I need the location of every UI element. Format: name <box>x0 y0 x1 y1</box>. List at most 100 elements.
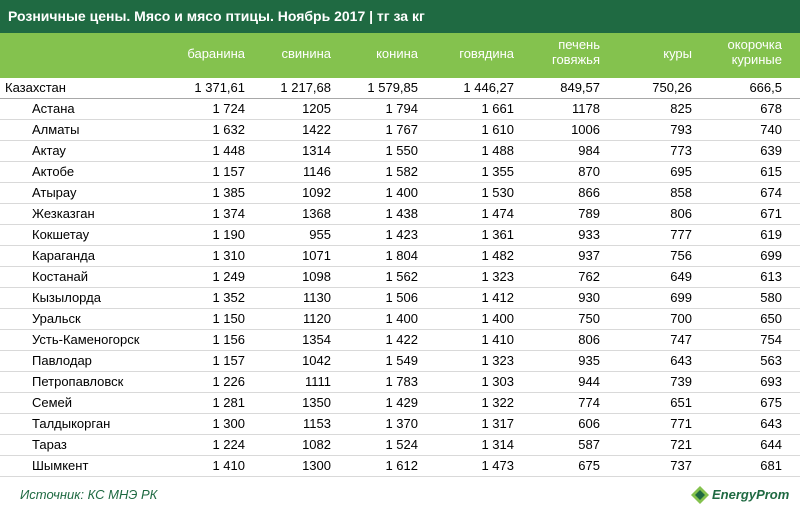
table-row-national: Казахстан 1 371,61 1 217,68 1 579,85 1 446,2… <box>0 78 800 99</box>
table-cell: 1 724 <box>212 101 245 116</box>
table-cell: 1 314 <box>481 437 514 452</box>
table-cell: 849,57 <box>560 80 600 95</box>
table-cell: 1 323 <box>481 269 514 284</box>
table-cell: 955 <box>309 227 331 242</box>
table-cell: 1 550 <box>385 143 418 158</box>
table-cell: 806 <box>578 332 600 347</box>
table-cell: 747 <box>670 332 692 347</box>
table-cell: 739 <box>670 374 692 389</box>
table-cell: 693 <box>760 374 782 389</box>
row-label: Казахстан <box>5 80 66 95</box>
table-cell: 1 157 <box>212 164 245 179</box>
table-row: Уральск 1 150 1120 1 400 1 400 750 700 650 <box>0 309 800 330</box>
table-cell: 1 422 <box>385 332 418 347</box>
table-row: Костанай 1 249 1098 1 562 1 323 762 649 613 <box>0 267 800 288</box>
table-cell: 1 150 <box>212 311 245 326</box>
table-cell: 750,26 <box>652 80 692 95</box>
table-row: Павлодар 1 157 1042 1 549 1 323 935 643 563 <box>0 351 800 372</box>
table-cell: 1 661 <box>481 101 514 116</box>
row-label: Костанай <box>32 269 89 284</box>
table-cell: 1 317 <box>481 416 514 431</box>
table-cell: 1 217,68 <box>280 80 331 95</box>
column-header: конина <box>376 46 418 61</box>
footer: Источник: КС МНЭ РК EnergyProm <box>0 480 800 509</box>
row-label: Актау <box>32 143 66 158</box>
table-cell: 1422 <box>302 122 331 137</box>
table-cell: 1 549 <box>385 353 418 368</box>
table-cell: 750 <box>578 311 600 326</box>
table-cell: 1 157 <box>212 353 245 368</box>
table-cell: 1082 <box>302 437 331 452</box>
table-cell: 1 322 <box>481 395 514 410</box>
row-label: Уральск <box>32 311 81 326</box>
table-cell: 1 410 <box>212 458 245 473</box>
table-cell: 643 <box>670 353 692 368</box>
table-cell: 1 530 <box>481 185 514 200</box>
table-cell: 606 <box>578 416 600 431</box>
table-cell: 1 474 <box>481 206 514 221</box>
source-note: Источник: КС МНЭ РК <box>20 487 158 502</box>
column-header: окорочка куриные <box>727 37 782 67</box>
table-cell: 984 <box>578 143 600 158</box>
table-cell: 1 446,27 <box>463 80 514 95</box>
table-cell: 650 <box>760 311 782 326</box>
table-cell: 1 473 <box>481 458 514 473</box>
table-cell: 1 190 <box>212 227 245 242</box>
table-cell: 1300 <box>302 458 331 473</box>
table-cell: 754 <box>760 332 782 347</box>
table-cell: 1 562 <box>385 269 418 284</box>
table-row: Кокшетау 1 190 955 1 423 1 361 933 777 619 <box>0 225 800 246</box>
row-label: Кокшетау <box>32 227 90 242</box>
table-cell: 674 <box>760 185 782 200</box>
table-cell: 740 <box>760 122 782 137</box>
table-cell: 777 <box>670 227 692 242</box>
table-cell: 870 <box>578 164 600 179</box>
table-cell: 1 352 <box>212 290 245 305</box>
table-cell: 773 <box>670 143 692 158</box>
row-label: Петропавловск <box>32 374 124 389</box>
table-cell: 675 <box>578 458 600 473</box>
column-header: баранина <box>187 46 245 61</box>
table-cell: 666,5 <box>749 80 782 95</box>
table-cell: 1006 <box>571 122 600 137</box>
table-cell: 858 <box>670 185 692 200</box>
table-cell: 678 <box>760 101 782 116</box>
table-cell: 675 <box>760 395 782 410</box>
table-row: Кызылорда 1 352 1130 1 506 1 412 930 699 580 <box>0 288 800 309</box>
table-cell: 737 <box>670 458 692 473</box>
table-cell: 671 <box>760 206 782 221</box>
logo-mark-icon <box>691 486 709 504</box>
table-cell: 1 400 <box>385 311 418 326</box>
table-cell: 1 300 <box>212 416 245 431</box>
column-header: говядина <box>459 46 514 61</box>
table-cell: 1 410 <box>481 332 514 347</box>
table-cell: 1120 <box>303 311 331 326</box>
table-cell: 825 <box>670 101 692 116</box>
table-cell: 1 482 <box>481 248 514 263</box>
table-cell: 1 579,85 <box>367 80 418 95</box>
row-label: Алматы <box>32 122 80 137</box>
row-label: Шымкент <box>32 458 89 473</box>
table-cell: 1 385 <box>212 185 245 200</box>
row-label: Астана <box>32 101 75 116</box>
table-cell: 1 506 <box>385 290 418 305</box>
table-cell: 774 <box>578 395 600 410</box>
table-cell: 619 <box>760 227 782 242</box>
table-cell: 1 224 <box>212 437 245 452</box>
table-cell: 1098 <box>302 269 331 284</box>
table-cell: 793 <box>670 122 692 137</box>
table-row: Шымкент 1 410 1300 1 612 1 473 675 737 681 <box>0 456 800 477</box>
table-cell: 700 <box>670 311 692 326</box>
table-cell: 1 610 <box>481 122 514 137</box>
table-row: Атырау 1 385 1092 1 400 1 530 866 858 674 <box>0 183 800 204</box>
column-header: куры <box>663 46 692 61</box>
table-cell: 1111 <box>304 374 331 389</box>
row-label: Усть-Каменогорск <box>32 332 140 347</box>
table-cell: 1 632 <box>212 122 245 137</box>
table-row: Талдыкорган 1 300 1153 1 370 1 317 606 771 643 <box>0 414 800 435</box>
table-cell: 1 281 <box>212 395 245 410</box>
table-cell: 930 <box>578 290 600 305</box>
table-cell: 1 524 <box>385 437 418 452</box>
table-cell: 699 <box>760 248 782 263</box>
table-cell: 613 <box>760 269 782 284</box>
